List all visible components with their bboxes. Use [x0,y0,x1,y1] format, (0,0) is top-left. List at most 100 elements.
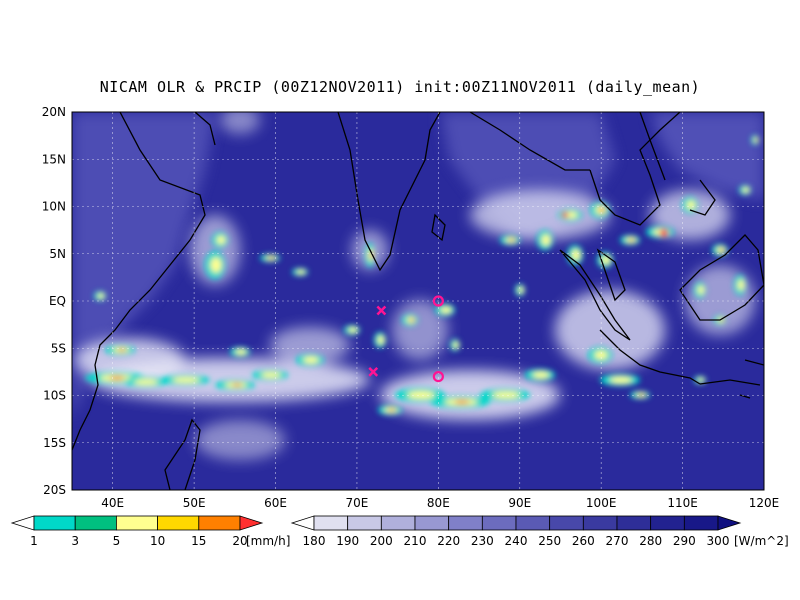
longitude-labels: 40E 50E 60E 70E 80E 90E 100E 110E 120E [101,496,779,510]
precip-patch [532,371,550,379]
precip-patch [261,372,281,378]
precip-patch [737,279,745,291]
marker-layer [368,295,444,383]
legend-swatch [616,515,652,531]
legend-label: 1 [30,534,38,548]
precip-patch [453,341,459,349]
precip-patch [410,318,414,322]
station-marker-circle [432,371,444,383]
lon-tick-label: 50E [183,496,206,510]
latitude-labels: 20N 15N 10N 5N EQ 5S 10S 15S 20S [42,105,66,497]
legend-label: 280 [639,534,662,548]
precip-patch [660,229,668,237]
precip-patch [599,207,605,213]
legend-label: 250 [538,534,561,548]
precip-patch [742,187,750,193]
precip-patch [697,377,705,383]
precip-patch [509,238,515,242]
legend-label: 15 [191,534,206,548]
legend-label: 180 [303,534,326,548]
legend-label: 220 [437,534,460,548]
legend-swatch [414,515,450,531]
legend-swatch [481,515,517,531]
lat-tick-label: 15S [43,436,66,450]
precip-patch [269,256,275,260]
precip-patch [571,249,581,261]
lon-tick-label: 70E [346,496,369,510]
precip-patch [216,235,226,245]
precip-patch [492,391,520,399]
lat-tick-label: 5S [51,341,66,355]
lat-tick-label: 15N [42,152,66,166]
map-plot-area [72,112,764,490]
precip-patch [97,293,105,299]
precip-patch [172,377,200,383]
precip-patch [210,257,222,273]
legend-swatch [313,515,349,531]
legend-swatch [717,515,742,531]
legend-swatch [290,515,315,531]
legend-label: 10 [150,534,165,548]
lon-tick-label: 90E [508,496,531,510]
precip-patch [133,379,159,385]
precip-patch [232,383,242,387]
precip-patch [303,356,319,364]
lat-tick-label: 20S [43,483,66,497]
precip-patch [629,238,635,242]
lon-tick-label: 40E [101,496,124,510]
lat-tick-label: 10S [43,389,66,403]
precip-patch [407,391,435,399]
legend-label: 230 [471,534,494,548]
legend-label: 200 [370,534,393,548]
precip-legend: 1 3 5 10 15 20 [10,515,264,548]
lat-tick-label: 20N [42,105,66,119]
legend-swatch [347,515,382,531]
precip-patch [109,376,125,380]
precip-patch [296,269,306,275]
station-marker-circle [432,295,444,307]
legend-swatch [683,515,719,531]
map-frame [71,111,765,491]
lat-tick-label: 5N [49,247,66,261]
precip-patch [639,393,645,397]
legend-swatch [116,515,159,531]
legend-label: 20 [232,534,247,548]
lon-tick-label: 110E [667,496,698,510]
precip-patch [720,248,724,252]
precip-patches [85,135,759,415]
lon-tick-label: 60E [264,496,287,510]
station-marker-cross [368,366,379,377]
olr-unit-label: [W/m^2] [734,534,789,548]
legend-swatch [650,515,685,531]
legend-label: 190 [336,534,359,548]
legend-label: 3 [71,534,79,548]
lon-tick-label: 80E [427,496,450,510]
legend-swatch [74,515,117,531]
precip-patch [440,306,452,314]
legend-label: 270 [606,534,629,548]
precip-patch [389,408,395,412]
precip-patch [594,350,608,360]
legend-swatch [198,515,241,531]
station-marker-cross [376,305,387,316]
precip-patch [118,348,126,352]
precip-patch [377,335,385,345]
precip-patch [348,327,358,333]
legend-swatch [380,515,416,531]
legend-swatch [10,515,35,531]
legend-swatch [549,515,584,531]
precip-patch [686,200,696,210]
coastlines [72,112,764,490]
precip-patch [454,400,470,404]
legend-label: 290 [673,534,696,548]
legend-label: 300 [707,534,730,548]
precip-patch [235,349,247,355]
legend-swatch [33,515,76,531]
precip-patch [564,211,578,219]
lon-tick-label: 120E [749,496,780,510]
lon-tick-label: 100E [586,496,617,510]
precip-patch [697,285,705,295]
legend-label: 5 [113,534,121,548]
legend-label: 260 [572,534,595,548]
